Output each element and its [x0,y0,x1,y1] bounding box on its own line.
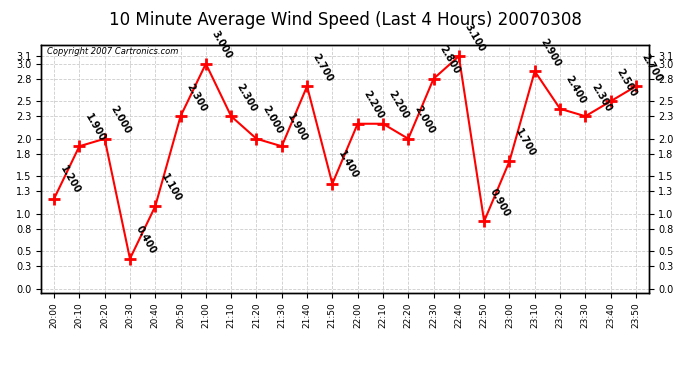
Text: 1.400: 1.400 [336,149,360,181]
Text: 2.300: 2.300 [589,82,613,113]
Text: Copyright 2007 Cartronics.com: Copyright 2007 Cartronics.com [48,48,179,57]
Text: 1.200: 1.200 [58,164,82,196]
Text: 2.400: 2.400 [564,74,588,106]
Text: 2.800: 2.800 [437,44,462,76]
Text: 2.300: 2.300 [235,82,259,113]
Text: 3.000: 3.000 [210,29,234,61]
Text: 2.200: 2.200 [362,89,386,121]
Text: 2.700: 2.700 [640,52,664,83]
Text: 1.900: 1.900 [286,112,310,143]
Text: 1.700: 1.700 [513,127,538,158]
Text: 2.700: 2.700 [310,52,335,83]
Text: 2.900: 2.900 [538,37,562,68]
Text: 0.400: 0.400 [134,224,158,256]
Text: 2.500: 2.500 [614,67,638,98]
Text: 10 Minute Average Wind Speed (Last 4 Hours) 20070308: 10 Minute Average Wind Speed (Last 4 Hou… [108,11,582,29]
Text: 2.300: 2.300 [184,82,208,113]
Text: 1.900: 1.900 [83,112,107,143]
Text: 2.000: 2.000 [260,104,284,136]
Text: 0.900: 0.900 [488,187,512,218]
Text: 2.000: 2.000 [412,104,436,136]
Text: 1.100: 1.100 [159,172,183,203]
Text: 3.100: 3.100 [462,22,486,53]
Text: 2.000: 2.000 [108,104,132,136]
Text: 2.200: 2.200 [386,89,411,121]
